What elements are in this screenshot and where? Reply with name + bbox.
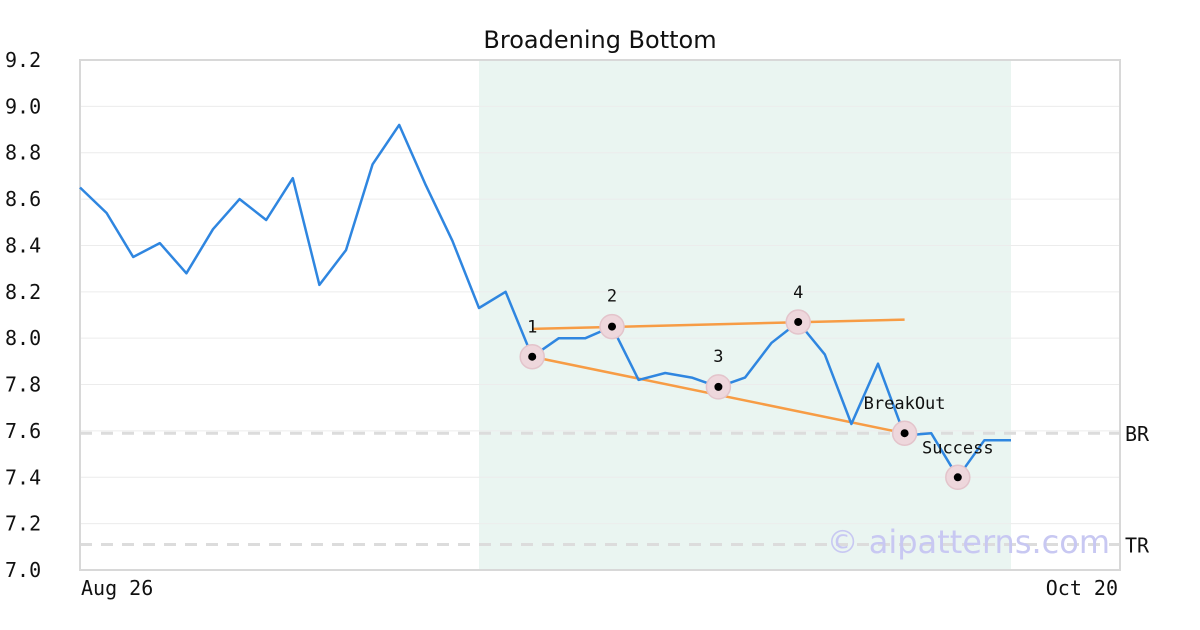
levels-layer: BR TR [80, 422, 1150, 558]
y-tick-label: 7.2 [5, 512, 41, 536]
chart-title: Broadening Bottom [483, 26, 716, 54]
y-tick-label: 8.6 [5, 187, 41, 211]
y-tick-label: 8.8 [5, 141, 41, 165]
trendline [532, 318, 905, 331]
grid-layer [80, 59, 1120, 571]
price-line-layer [79, 123, 1011, 479]
watermark: © aipatterns.com [827, 523, 1110, 561]
y-tick-label: 7.8 [5, 373, 41, 397]
level-label: TR [1125, 534, 1150, 558]
marker-label: 2 [607, 287, 617, 307]
x-tick-label: Aug 26 [81, 576, 153, 600]
y-tick-label: 7.4 [5, 465, 41, 489]
y-tick-label: 8.4 [5, 233, 41, 257]
y-tick-label: 7.0 [5, 558, 41, 582]
pattern-region [479, 60, 1011, 570]
pattern-region-layer [479, 60, 1011, 570]
y-tick-label: 8.0 [5, 326, 41, 350]
marker-dot [953, 473, 962, 482]
level-label: BR [1125, 422, 1150, 446]
y-tick-label: 9.2 [5, 48, 41, 72]
y-tick-label: 8.2 [5, 280, 41, 304]
marker-dot [900, 429, 909, 438]
marker-label: Success [922, 438, 994, 458]
x-tick-label: Oct 20 [1046, 576, 1118, 600]
y-tick-label: 9.0 [5, 94, 41, 118]
markers-layer: 1 2 3 4 BreakOut Success [519, 283, 994, 491]
marker-label: BreakOut [864, 394, 946, 414]
y-tick-label: 7.6 [5, 419, 41, 443]
x-axis-ticks: Aug 26 Oct 20 [81, 576, 1118, 600]
price-line [79, 123, 1011, 479]
marker-dot [528, 352, 537, 361]
y-axis-ticks: 7.0 7.2 7.4 7.6 7.8 8.0 8.2 8.4 8.6 8.8 9.0 9.2 [5, 48, 41, 582]
plot-frame [79, 59, 1121, 571]
marker-dot [794, 317, 803, 326]
marker-dot [608, 322, 616, 331]
marker-label: 4 [793, 283, 803, 303]
marker-dot [714, 382, 723, 391]
marker-label: 3 [713, 347, 723, 367]
marker-label: 1 [527, 318, 537, 338]
